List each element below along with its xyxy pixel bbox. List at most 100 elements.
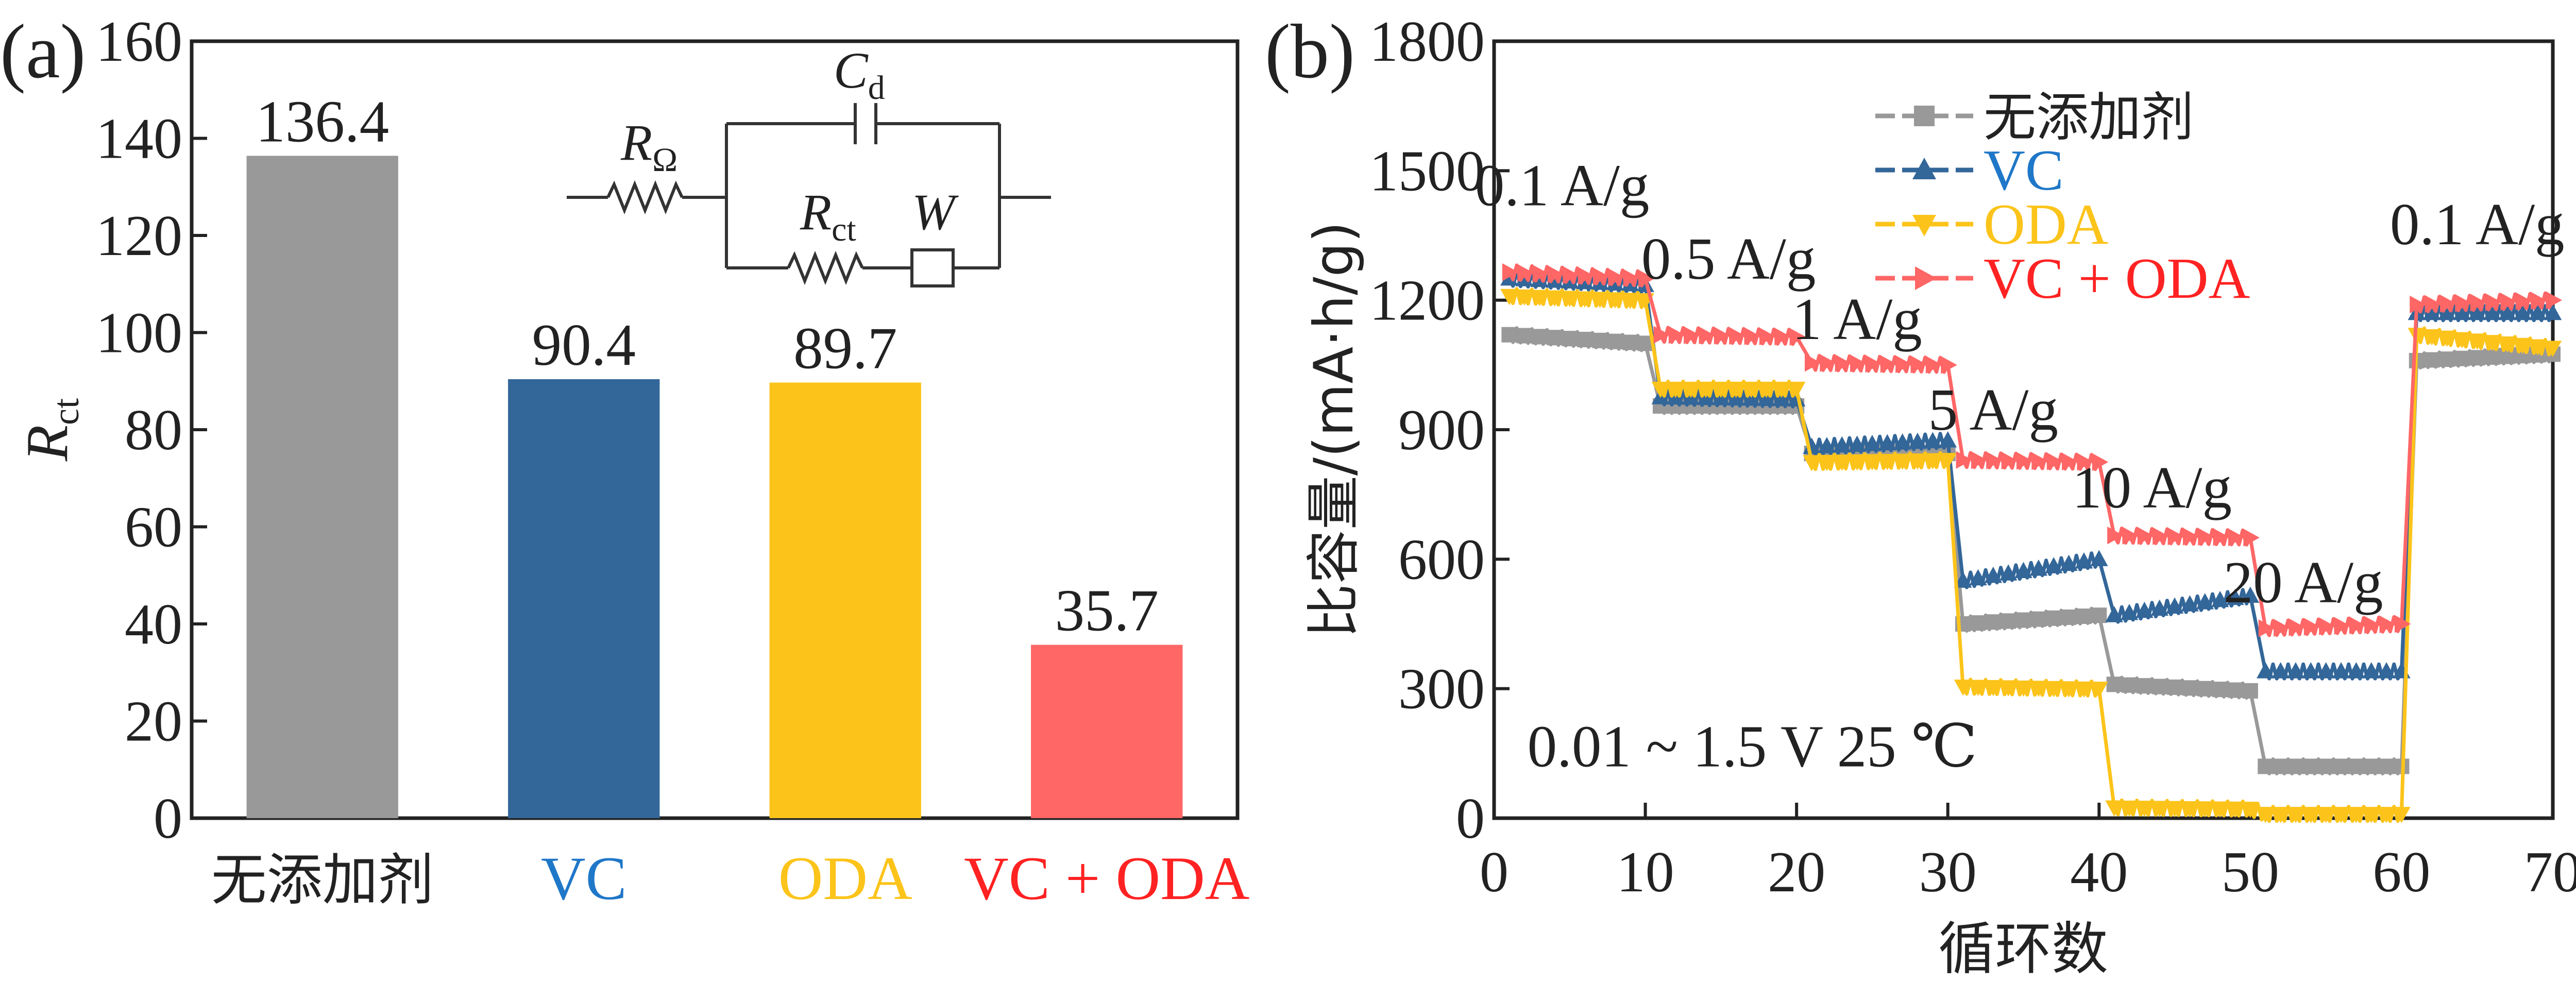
data-point bbox=[2029, 681, 2048, 697]
data-point bbox=[2196, 593, 2214, 609]
panel-a-y-tick-label: 0 bbox=[154, 787, 182, 851]
series-4 bbox=[1502, 263, 2562, 637]
data-point bbox=[1833, 436, 1851, 453]
data-point bbox=[2075, 552, 2093, 569]
data-point bbox=[1622, 334, 1638, 350]
data-point bbox=[2377, 807, 2396, 823]
panel-a-y-tick-label: 120 bbox=[96, 204, 182, 268]
data-point bbox=[1744, 327, 1761, 345]
data-point bbox=[2453, 332, 2471, 349]
legend-marker bbox=[1915, 266, 1937, 290]
panel-b-label: (b) bbox=[1265, 9, 1355, 94]
data-point bbox=[1712, 381, 1730, 398]
data-point bbox=[2001, 613, 2016, 629]
inset-warburg-label: W bbox=[912, 183, 959, 241]
data-point bbox=[2515, 292, 2532, 310]
data-point bbox=[2333, 758, 2349, 774]
data-point bbox=[2182, 680, 2198, 696]
data-point bbox=[2394, 615, 2411, 633]
data-point bbox=[1984, 566, 2003, 583]
panel-b-y-tick-label: 0 bbox=[1456, 787, 1485, 851]
data-point bbox=[1606, 292, 1624, 309]
panel-a: (a) 0 20 40 60 80 100 120 140 160 136.4 90.4 89.7 3… bbox=[0, 9, 1249, 912]
panel-b-x-axis-label: 循环数 bbox=[1938, 916, 2108, 982]
data-point bbox=[2379, 615, 2396, 634]
data-point bbox=[2302, 807, 2320, 823]
data-point bbox=[1863, 454, 1882, 470]
data-point bbox=[2453, 303, 2471, 320]
data-point bbox=[1517, 264, 1534, 282]
data-point bbox=[1699, 326, 1715, 345]
x-category-label: VC + ODA bbox=[964, 844, 1249, 912]
panel-b-x-tick-label: 50 bbox=[2222, 840, 2279, 904]
data-point bbox=[1546, 290, 1564, 307]
x-category-label: VC bbox=[541, 844, 627, 912]
data-point bbox=[1668, 326, 1685, 344]
equivalent-circuit-inset bbox=[567, 103, 1051, 287]
data-point bbox=[1530, 270, 1549, 287]
x-category-label: ODA bbox=[778, 844, 912, 912]
data-point bbox=[2137, 678, 2153, 694]
data-point bbox=[1592, 332, 1608, 348]
data-point bbox=[1563, 266, 1579, 284]
data-point bbox=[2181, 595, 2199, 612]
legend-entry-label: VC bbox=[1984, 139, 2064, 202]
data-point bbox=[2044, 681, 2063, 698]
data-point bbox=[2046, 452, 2063, 470]
data-point bbox=[2106, 676, 2122, 692]
data-point bbox=[2544, 303, 2562, 320]
data-point bbox=[2029, 559, 2048, 576]
data-point bbox=[2273, 758, 2289, 774]
data-point bbox=[2468, 333, 2486, 350]
data-point bbox=[2075, 681, 2093, 698]
data-point bbox=[2483, 335, 2501, 351]
data-point bbox=[1954, 571, 1972, 588]
data-point bbox=[1999, 680, 2018, 697]
data-point bbox=[2076, 608, 2092, 624]
data-point bbox=[1835, 354, 1852, 373]
data-point bbox=[1954, 679, 1972, 696]
panel-b: (b) 0 300 600 900 1200 1500 1800 0 10 20 30 40 50 60 7… bbox=[1265, 9, 2576, 982]
data-point bbox=[2286, 807, 2305, 823]
data-point bbox=[1530, 290, 1549, 307]
panel-b-ticks: 0 300 600 900 1200 1500 1800 0 10 20 30 40 50 60 70 bbox=[1369, 10, 2576, 904]
data-point bbox=[2196, 801, 2214, 818]
data-point bbox=[2030, 611, 2046, 627]
panel-b-y-tick-label: 1500 bbox=[1369, 139, 1485, 203]
rate-label: 0.5 A/g bbox=[1641, 226, 1816, 292]
data-point bbox=[1591, 292, 1609, 308]
data-point bbox=[2151, 679, 2167, 695]
data-point bbox=[2105, 800, 2123, 817]
data-point bbox=[2226, 588, 2244, 605]
data-point bbox=[2001, 451, 2018, 470]
series-line bbox=[1507, 263, 2555, 637]
data-point bbox=[1577, 331, 1593, 347]
data-point bbox=[1878, 454, 1896, 470]
panel-b-x-tick-label: 60 bbox=[2372, 840, 2430, 904]
panel-b-y-tick-label: 300 bbox=[1398, 657, 1485, 721]
bar-value-label: 35.7 bbox=[1055, 578, 1159, 644]
legend-marker bbox=[1912, 158, 1936, 179]
data-point bbox=[2243, 529, 2260, 547]
data-point bbox=[1970, 615, 1986, 631]
data-point bbox=[1623, 269, 1640, 287]
data-point bbox=[1561, 272, 1579, 289]
panel-a-y-tick-label: 80 bbox=[125, 398, 182, 462]
legend-entry-label: 无添加剂 bbox=[1984, 87, 2194, 148]
data-point bbox=[2529, 303, 2547, 320]
data-point bbox=[2422, 303, 2441, 320]
data-point bbox=[2455, 294, 2471, 312]
bar-3 bbox=[769, 382, 921, 818]
data-point bbox=[1893, 453, 1911, 470]
data-point bbox=[2483, 303, 2501, 320]
data-point bbox=[2077, 453, 2093, 471]
data-point bbox=[1820, 354, 1836, 372]
data-point bbox=[2332, 662, 2350, 679]
data-point bbox=[1561, 291, 1579, 308]
data-point bbox=[1757, 381, 1775, 398]
data-point bbox=[1969, 569, 1987, 586]
data-point bbox=[2454, 350, 2470, 366]
panel-a-bars: 136.4 90.4 89.7 35.7 bbox=[246, 89, 1183, 819]
data-point bbox=[1865, 354, 1882, 373]
